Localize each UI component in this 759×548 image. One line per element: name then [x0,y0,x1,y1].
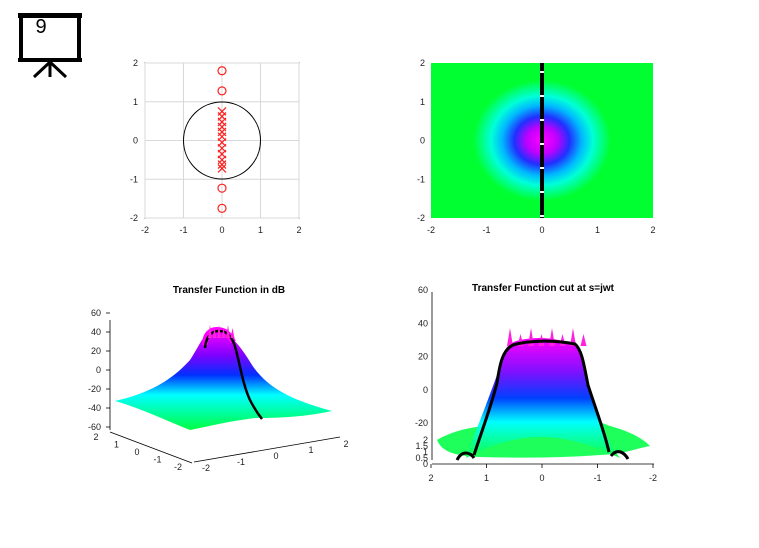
z-tick-label: -40 [88,403,101,413]
surface-cut-x-axis: 2 1 0 -1 -2 [428,463,657,483]
x-tick-label: -1 [593,473,601,483]
surface-cut-curve [455,339,630,461]
pole-markers [217,107,227,173]
z-tick-label: 40 [418,318,428,328]
pole-zero-x-ticks: -2 -1 0 1 2 [141,225,302,235]
x-tick-label: 1 [308,445,313,455]
x-tick-label: -2 [141,225,149,235]
y-tick-label: 0 [423,459,428,469]
y-tick-label: 2 [420,58,425,68]
zero-marker [217,66,227,76]
y-tick-label: -1 [153,455,161,465]
pole-zero-plot: -2 -1 0 1 2 2 1 0 -1 -2 [130,58,302,235]
peak-spike [570,328,576,346]
surface-plot-cut: Transfer Function cut at s=jwt 6040200-2… [415,283,657,483]
y-tick-label: -2 [417,213,425,223]
x-tick-label: 2 [428,473,433,483]
y-tick-label: 0.5 [415,453,428,463]
x-tick-label: 1 [595,225,600,235]
pole-marker [217,163,227,173]
y-tick-label: 2 [133,58,138,68]
z-tick-label: -60 [88,422,101,432]
z-tick-label: -20 [88,384,101,394]
pole-zero-y-ticks: 2 1 0 -1 -2 [130,58,138,223]
y-tick-label: 1 [423,447,428,457]
y-tick-label: 1 [420,97,425,107]
peak-spike [221,328,226,338]
peak-spike [507,328,513,346]
z-tick-label: 60 [91,308,101,318]
surface-cut-z-axis: 60 40 20 0 -20 [415,285,433,460]
surface-db-y-axis: 2 1 0 -1 -2 [93,431,193,472]
y-tick-label: 2 [423,435,428,445]
zero-markers [217,66,227,213]
surface-db-x-axis: -2 -1 0 1 2 [193,436,349,473]
presentation-easel-icon [14,10,86,82]
surface-db-title: Transfer Function in dB [173,285,285,296]
surface-cut-title: Transfer Function cut at s=jwt [472,283,615,294]
slide-number: 9 [35,16,47,38]
z-tick-label: 60 [418,285,428,295]
surface-cut-mesh [466,338,620,458]
y-tick-label: 0 [420,136,425,146]
y-tick-label: 1.5 [415,441,428,451]
y-tick-label: -2 [174,462,182,472]
x-tick-label: -1 [179,225,187,235]
peak-spike [559,334,566,346]
unit-circle [183,101,261,180]
x-tick-label: -1 [237,457,245,467]
y-tick-label: 0 [134,447,139,457]
z-tick-label: 0 [423,385,428,395]
zero-marker [217,203,227,213]
peak-spike [212,328,217,338]
y-tick-label: 2 [93,432,98,442]
x-tick-label: 2 [650,225,655,235]
x-tick-label: -2 [202,463,210,473]
y-tick-label: -1 [417,174,425,184]
surface-db-mesh [115,330,332,430]
x-tick-label: 0 [273,451,278,461]
z-tick-label: -20 [415,418,428,428]
peak-spike [217,325,221,338]
x-tick-label: 2 [296,225,301,235]
z-tick-label: 40 [91,327,101,337]
x-tick-label: -2 [649,473,657,483]
surface-plot-db: Transfer Function in dB 6040200-20-40-60… [88,285,349,473]
peak-spike [208,325,212,338]
surface-cut-y-axis: 21.510.50 [415,435,428,469]
x-tick-label: 1 [484,473,489,483]
x-tick-label: 0 [539,225,544,235]
heatmap-x-ticks: -2 -1 0 1 2 [427,225,656,235]
y-tick-label: 1 [114,440,119,450]
heatmap-y-ticks: 2 1 0 -1 -2 [417,58,425,223]
zero-marker [217,183,227,193]
zero-marker [217,86,227,96]
x-tick-label: 2 [343,439,348,449]
pole-marker [217,160,227,169]
z-tick-label: 0 [96,365,101,375]
x-tick-label: 0 [219,225,224,235]
surface-db-z-axis: 60 40 20 0 -20 -40 -60 [88,308,111,432]
x-tick-label: 0 [539,473,544,483]
x-tick-label: -1 [482,225,490,235]
y-tick-label: 0 [133,136,138,146]
y-tick-label: -2 [130,213,138,223]
x-tick-label: 1 [258,225,263,235]
peak-spike [580,334,587,346]
surface-db-cut-curve [203,329,263,420]
x-tick-label: -2 [427,225,435,235]
z-tick-label: 20 [91,346,101,356]
peak-spike [226,325,230,338]
y-tick-label: -1 [130,174,138,184]
peak-spike [230,328,235,338]
y-tick-label: 1 [133,97,138,107]
peak-spike [549,328,555,346]
magnitude-heatmap: -2 -1 0 1 2 2 1 0 -1 -2 [417,58,656,235]
z-tick-label: 20 [418,352,428,362]
